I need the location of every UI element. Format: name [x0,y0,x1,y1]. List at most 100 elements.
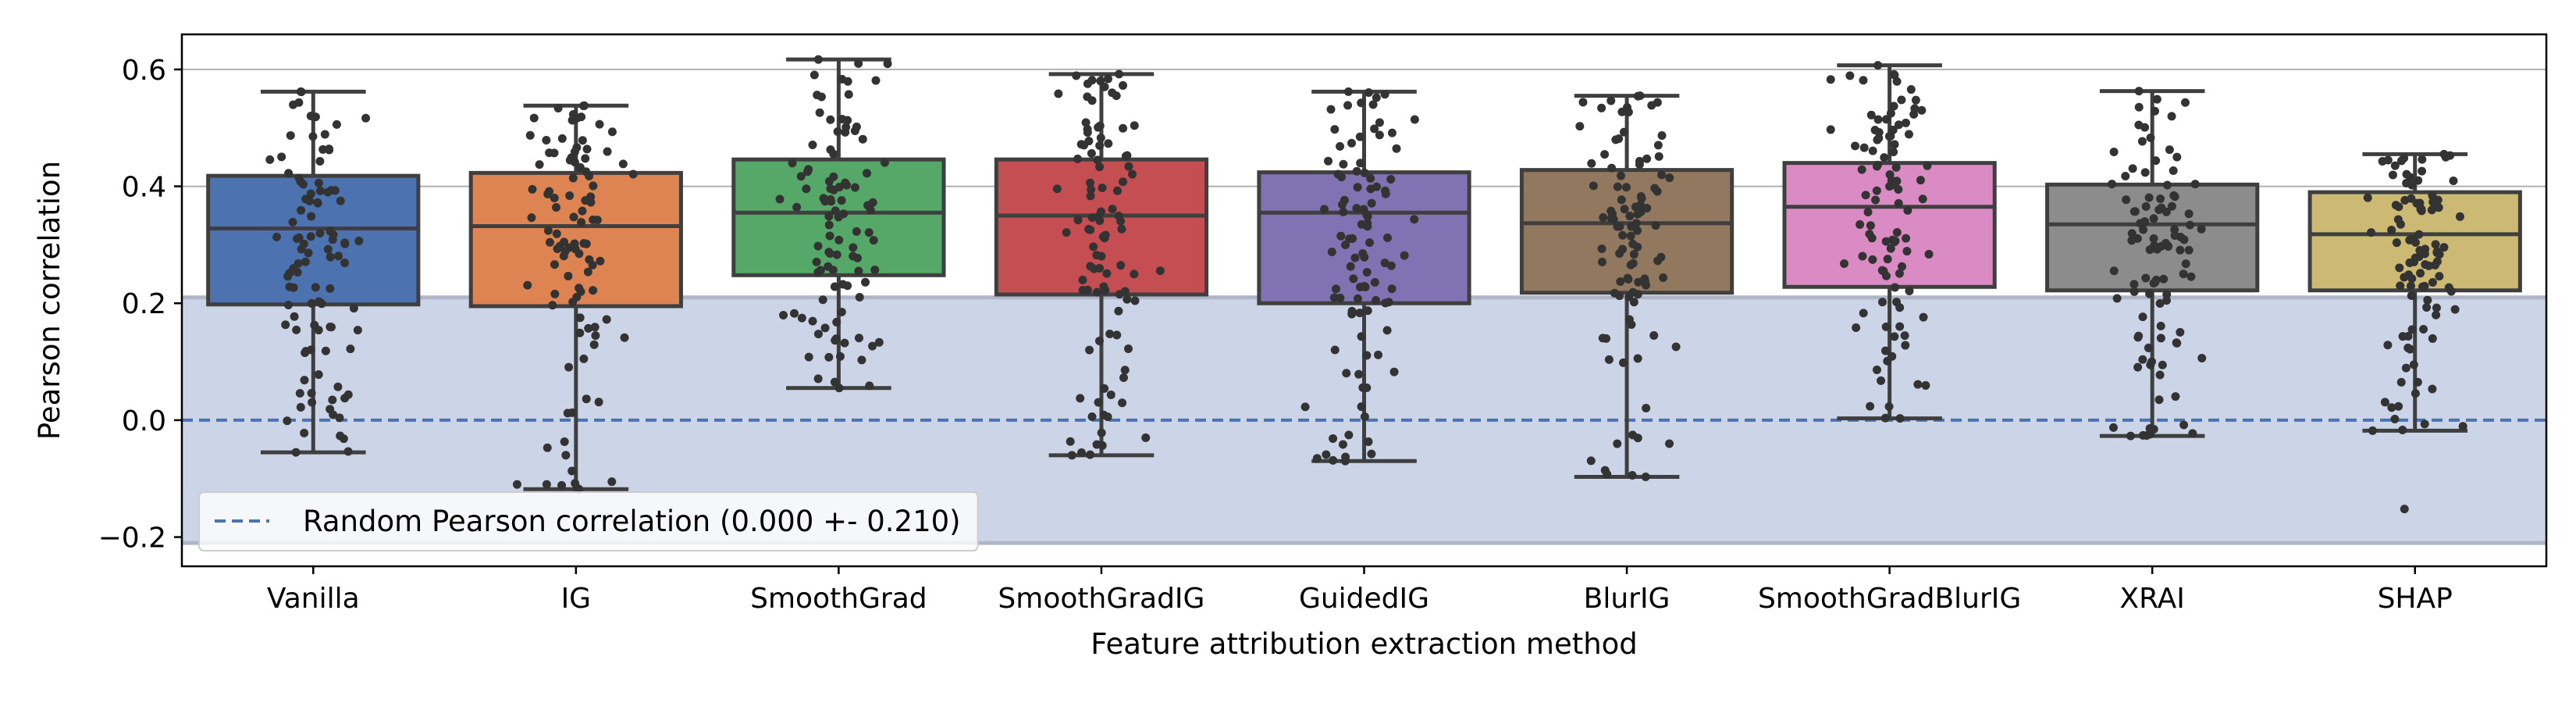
strip-point [2402,179,2411,188]
strip-point [1094,337,1104,346]
strip-point [852,227,861,236]
strip-point [354,236,364,245]
strip-point [569,212,578,222]
outlier-point [2400,505,2409,514]
strip-point [1618,358,1628,367]
strip-point [281,320,290,330]
strip-point [2411,389,2420,398]
strip-point [1613,182,1622,191]
strip-point [2145,289,2154,298]
strip-point [863,169,872,178]
strip-point [1089,242,1098,252]
strip-point [2126,431,2135,441]
strip-point [1859,76,1868,85]
strip-point [1889,147,1898,156]
strip-point [1098,441,1107,450]
strip-point [318,145,328,154]
strip-point [285,282,294,291]
strip-point [346,344,355,354]
strip-point [1087,185,1096,194]
strip-point [1856,219,1865,229]
strip-point [1352,166,1361,176]
strip-point [2394,401,2403,411]
strip-point [314,326,323,335]
strip-point [1603,469,1612,479]
strip-point [1883,356,1892,366]
strip-point [2169,166,2178,175]
y-tick-label: 0.6 [122,55,166,87]
strip-point [1866,110,1876,120]
strip-point [545,237,554,247]
strip-point [2439,243,2449,252]
strip-point [835,352,845,361]
strip-point [564,271,573,280]
strip-point [869,236,878,245]
strip-point [300,428,309,437]
strip-point [560,247,570,256]
strip-point [1881,271,1891,280]
strip-point [834,235,844,244]
strip-point [813,241,823,251]
strip-point [1117,224,1126,234]
strip-point [831,206,840,216]
strip-point [323,244,333,254]
strip-point [1586,456,1596,466]
strip-point [2176,245,2185,255]
strip-point [2396,281,2405,291]
strip-point [1386,175,1396,184]
strip-point [1865,230,1874,239]
strip-point [2419,325,2428,334]
strip-point [1072,71,1081,80]
strip-point [1336,141,1345,151]
strip-point [1081,118,1091,127]
strip-point [589,340,599,349]
strip-point [326,405,335,414]
strip-point [306,112,315,121]
strip-point [1130,296,1140,305]
strip-point [568,298,578,307]
strip-point [1606,96,1616,105]
strip-point [828,266,838,275]
strip-point [1631,202,1640,212]
strip-point [1343,87,1353,96]
strip-point [1362,351,1372,360]
strip-point [589,181,598,191]
strip-point [297,205,306,215]
strip-point [1654,152,1663,161]
strip-point [590,323,600,332]
strip-point [583,267,592,277]
strip-point [830,282,839,291]
strip-point [2180,98,2190,107]
strip-point [2396,156,2406,166]
strip-point [1886,109,1895,118]
strip-point [2158,360,2167,369]
strip-point [1901,118,1910,127]
strip-point [775,194,785,204]
strip-point [1100,82,1109,91]
strip-point [1410,215,1419,224]
strip-point [2154,205,2164,215]
strip-point [1343,101,1353,110]
strip-point [1336,293,1345,302]
strip-point [1923,161,1932,170]
strip-point [1103,74,1112,84]
strip-point [1366,173,1375,183]
strip-point [841,123,851,132]
axes: Pearson correlation Feature attribution … [33,33,2548,661]
strip-point [1910,104,1920,113]
strip-point [1913,380,1923,389]
strip-point [550,260,560,269]
strip-point [575,249,584,259]
strip-point [1883,255,1892,264]
strip-point [1372,182,1381,191]
strip-point [582,239,591,248]
strip-point [1119,123,1128,133]
strip-point [543,226,553,235]
strip-point [308,132,318,141]
strip-point [326,252,335,262]
strip-point [2409,360,2418,369]
strip-point [2140,123,2150,132]
strip-point [2422,303,2432,312]
strip-point [1066,437,1075,446]
strip-point [291,448,301,457]
